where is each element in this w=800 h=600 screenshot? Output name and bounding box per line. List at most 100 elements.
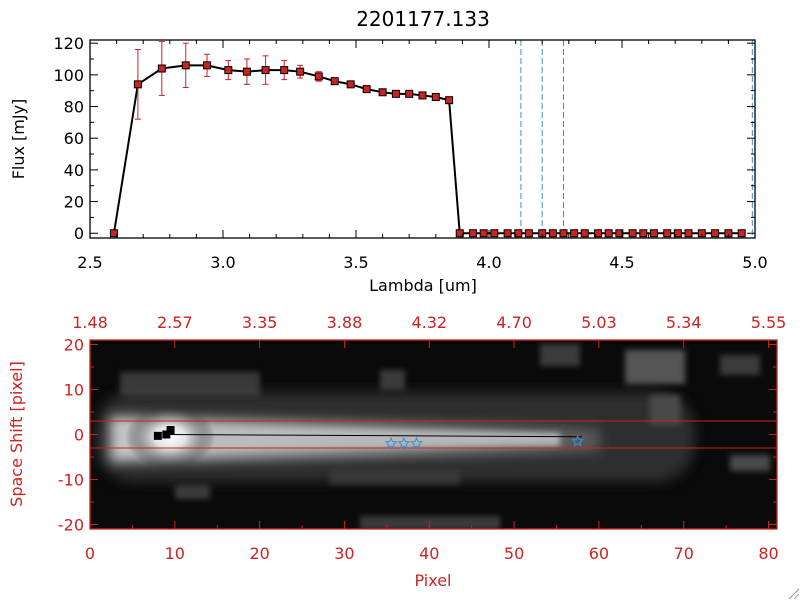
- data-point: [628, 229, 637, 238]
- star-marker: [410, 436, 424, 449]
- top-tick-label: 5.34: [666, 313, 702, 332]
- x-tick-label: 60: [589, 544, 609, 563]
- data-point: [514, 229, 523, 238]
- data-point: [109, 229, 118, 238]
- spectrum-image: [90, 340, 777, 529]
- series-line: [112, 64, 742, 235]
- y-axis-ticks: 0 20 40 60 80 100 120: [53, 34, 755, 243]
- x-axis-ticks: 2.5 3.0 3.5 4.0 4.5 5.0: [77, 40, 768, 272]
- x-tick-label: 30: [334, 544, 354, 563]
- data-point: [261, 66, 270, 75]
- top-tick-label: 4.32: [411, 313, 447, 332]
- top-tick-label: 5.55: [751, 313, 787, 332]
- x-tick-label: 50: [504, 544, 524, 563]
- y-tick-label: 80: [64, 98, 84, 117]
- data-point: [405, 89, 414, 98]
- plot-frame: [89, 39, 756, 239]
- data-point: [570, 229, 579, 238]
- data-point: [242, 67, 251, 76]
- x-axis-ticks-top: 1.48 2.57 3.35 3.88 4.32 4.70 5.03 5.34 5.55: [72, 313, 786, 348]
- y-tick-label: 0: [74, 224, 84, 243]
- y-tick-label: 20: [64, 336, 84, 355]
- x-tick-label: 4.5: [609, 253, 634, 272]
- x-axis-label: Lambda [um]: [369, 276, 477, 295]
- x-tick-label: 3.0: [210, 253, 235, 272]
- data-point: [615, 229, 624, 238]
- data-point: [330, 77, 339, 86]
- data-point: [455, 229, 464, 238]
- y-tick-label: 100: [53, 66, 84, 85]
- x-tick-label: 2.5: [77, 253, 102, 272]
- data-point: [469, 229, 478, 238]
- x-tick-label: 20: [249, 544, 269, 563]
- data-point: [391, 89, 400, 98]
- top-tick-label: 1.48: [72, 313, 108, 332]
- data-point: [181, 61, 190, 70]
- spectrum-image-panel: 0 10 20 30 40 50 60 70 80 1.48 2.57 3.35 3.88 4.32 4.…: [7, 313, 786, 590]
- x-tick-label: 70: [674, 544, 694, 563]
- y-tick-label: 20: [64, 193, 84, 212]
- star-marker: [571, 434, 585, 447]
- data-point: [445, 96, 454, 105]
- spectrum-panel: 2201177.133 2.5 3.0 3.5 4.0 4.5 5.0 0 20 40 60 80…: [9, 7, 768, 295]
- y-tick-label: 0: [74, 426, 84, 445]
- data-point: [737, 229, 746, 238]
- top-tick-label: 2.57: [157, 313, 193, 332]
- star-marker: [397, 436, 411, 449]
- x-tick-label: 80: [758, 544, 778, 563]
- resize-grip-icon[interactable]: [788, 588, 800, 600]
- data-point: [524, 229, 533, 238]
- data-point: [503, 229, 512, 238]
- data-point: [490, 229, 499, 238]
- x-tick-label: 3.5: [343, 253, 368, 272]
- y-tick-label: -20: [58, 516, 84, 535]
- series-group: [109, 41, 746, 238]
- data-point: [684, 229, 693, 238]
- data-point: [362, 85, 371, 94]
- data-point: [639, 229, 648, 238]
- data-point: [479, 229, 488, 238]
- data-point: [559, 229, 568, 238]
- data-point: [418, 91, 427, 100]
- data-point: [711, 229, 720, 238]
- data-point: [314, 72, 323, 81]
- x-tick-label: 5.0: [742, 253, 767, 272]
- data-point: [378, 88, 387, 97]
- data-point: [673, 229, 682, 238]
- trace-line: [166, 434, 582, 438]
- y-axis-ticks-left: -20 -10 0 10 20: [58, 336, 777, 535]
- chart-title: 2201177.133: [356, 7, 490, 31]
- data-point: [431, 93, 440, 102]
- data-point: [296, 67, 305, 76]
- vline-group: [520, 40, 753, 238]
- data-point: [649, 229, 658, 238]
- top-tick-label: 5.03: [581, 313, 617, 332]
- x-tick-label: 10: [165, 544, 185, 563]
- y-tick-label: 40: [64, 161, 84, 180]
- y-tick-label: 10: [64, 381, 84, 400]
- data-point: [203, 61, 212, 70]
- data-point: [548, 229, 557, 238]
- data-point: [604, 229, 613, 238]
- y-axis-label: Flux [mJy]: [9, 99, 28, 180]
- data-point: [133, 80, 142, 89]
- top-tick-label: 4.70: [496, 313, 532, 332]
- data-point: [157, 64, 166, 73]
- top-tick-label: 3.88: [327, 313, 363, 332]
- y-tick-label: -10: [58, 471, 84, 490]
- data-point: [580, 229, 589, 238]
- star-marker: [384, 436, 398, 449]
- data-point: [663, 229, 672, 238]
- data-point: [594, 229, 603, 238]
- data-point: [346, 80, 355, 89]
- x-tick-label: 4.0: [476, 253, 501, 272]
- x-axis-ticks-bottom: 0 10 20 30 40 50 60 70 80: [85, 521, 779, 563]
- y-tick-label: 60: [64, 129, 84, 148]
- top-tick-label: 3.35: [242, 313, 278, 332]
- y-tick-label: 120: [53, 34, 84, 53]
- trace-marker: [153, 431, 162, 440]
- x-tick-label: 0: [85, 544, 95, 563]
- heatmap-overlay: [90, 420, 777, 449]
- data-point: [280, 66, 289, 75]
